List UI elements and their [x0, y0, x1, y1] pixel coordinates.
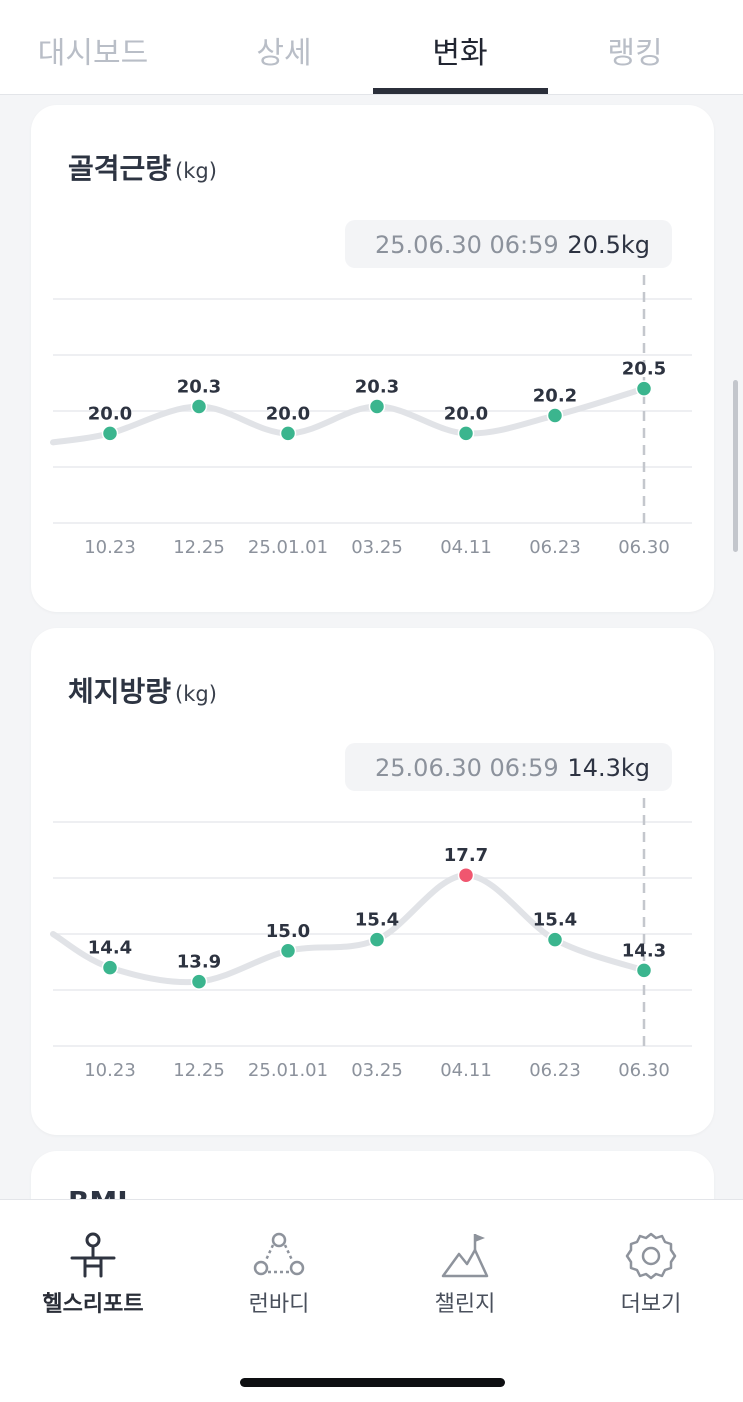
bottom-nav-bar: 헬스리포트 런바디 챌린지 더보기 — [0, 1199, 743, 1402]
x-tick-label: 03.25 — [351, 537, 403, 558]
value-tooltip: 25.06.30 06:59 20.5kg — [345, 220, 672, 268]
scrollbar[interactable] — [733, 380, 738, 552]
data-point[interactable] — [190, 973, 208, 990]
home-indicator — [240, 1378, 505, 1387]
tooltip-date: 25.06.30 06:59 — [375, 754, 559, 782]
card-title-text: 골격근량 — [68, 152, 172, 185]
card-unit: (kg) — [175, 159, 217, 183]
data-point[interactable] — [368, 931, 386, 948]
tooltip-date: 25.06.30 06:59 — [375, 231, 559, 259]
health-report-icon — [70, 1232, 116, 1278]
data-label: 15.4 — [355, 910, 399, 931]
nav-more[interactable]: 더보기 — [558, 1228, 743, 1328]
data-point[interactable] — [457, 866, 475, 884]
x-tick-label: 06.30 — [618, 537, 670, 558]
data-label: 20.0 — [88, 403, 132, 424]
value-tooltip: 25.06.30 06:59 14.3kg — [345, 743, 672, 791]
data-point[interactable] — [101, 959, 119, 976]
x-tick-label: 25.01.01 — [248, 537, 328, 558]
top-tab-bar: 대시보드 상세 변화 랭킹 — [0, 0, 743, 95]
data-point[interactable] — [546, 931, 564, 948]
tab-dashboard[interactable]: 대시보드 — [37, 36, 149, 71]
x-tick-label: 12.25 — [173, 537, 225, 558]
data-label: 15.0 — [266, 921, 310, 942]
data-point[interactable] — [279, 425, 297, 442]
card-unit: (kg) — [175, 682, 217, 706]
skeletal-muscle-card: 골격근량 (kg) 25.06.30 06:59 20.5kg 20.0 20.3 20.… — [31, 105, 714, 612]
data-point[interactable] — [101, 425, 119, 442]
data-point[interactable] — [190, 398, 208, 415]
data-label: 15.4 — [533, 910, 577, 931]
data-point[interactable] — [635, 380, 653, 397]
card-title: 골격근량 (kg) — [68, 147, 217, 187]
data-point[interactable] — [457, 425, 475, 442]
data-point[interactable] — [635, 962, 653, 979]
data-label: 17.7 — [444, 845, 488, 866]
card-title: 체지방량 (kg) — [68, 670, 217, 710]
nav-challenge[interactable]: 챌린지 — [372, 1228, 558, 1328]
body-fat-card: 체지방량 (kg) 25.06.30 06:59 14.3kg 14.4 13.9 15.… — [31, 628, 714, 1135]
x-tick-label: 06.23 — [529, 537, 581, 558]
gear-icon — [625, 1232, 677, 1280]
tab-detail[interactable]: 상세 — [256, 36, 312, 71]
nav-label: 챌린지 — [434, 1292, 496, 1317]
nav-label: 더보기 — [620, 1292, 682, 1317]
tooltip-background — [345, 220, 672, 268]
card-title-text: 체지방량 — [68, 675, 172, 708]
data-label: 14.3 — [622, 940, 666, 961]
data-label: 20.5 — [622, 359, 666, 380]
x-tick-label: 12.25 — [173, 1060, 225, 1081]
data-label: 20.3 — [355, 377, 399, 398]
body-fat-chart[interactable]: 25.06.30 06:59 14.3kg 14.4 13.9 15.0 15.4 17.7… — [31, 628, 714, 1135]
x-tick-label: 06.30 — [618, 1060, 670, 1081]
x-tick-label: 25.01.01 — [248, 1060, 328, 1081]
tooltip-value: 20.5kg — [567, 231, 650, 259]
data-label: 20.0 — [266, 403, 310, 424]
x-tick-label: 10.23 — [84, 1060, 136, 1081]
nav-health-report[interactable]: 헬스리포트 — [0, 1228, 186, 1328]
data-point[interactable] — [546, 407, 564, 424]
tooltip-value: 14.3kg — [567, 754, 650, 782]
x-tick-label: 04.11 — [440, 1060, 492, 1081]
data-label: 20.3 — [177, 377, 221, 398]
x-tick-label: 10.23 — [84, 537, 136, 558]
tooltip-background — [345, 743, 672, 791]
x-tick-label: 04.11 — [440, 537, 492, 558]
x-tick-label: 06.23 — [529, 1060, 581, 1081]
nav-label: 헬스리포트 — [42, 1292, 144, 1317]
challenge-flag-icon — [441, 1234, 489, 1278]
x-tick-label: 03.25 — [351, 1060, 403, 1081]
skeletal-muscle-chart[interactable]: 25.06.30 06:59 20.5kg 20.0 20.3 20.0 20.3 20.0… — [31, 105, 714, 612]
tab-change[interactable]: 변화 — [432, 36, 488, 71]
nav-run-body[interactable]: 런바디 — [186, 1228, 372, 1328]
series-line — [50, 872, 647, 986]
tab-ranking[interactable]: 랭킹 — [607, 36, 663, 71]
data-point[interactable] — [368, 398, 386, 415]
data-label: 20.2 — [533, 385, 577, 406]
run-body-icon — [253, 1232, 305, 1276]
active-tab-indicator — [373, 88, 548, 94]
nav-label: 런바디 — [248, 1292, 310, 1317]
data-label: 13.9 — [177, 952, 221, 973]
data-label: 20.0 — [444, 403, 488, 424]
data-label: 14.4 — [88, 938, 132, 959]
data-point[interactable] — [279, 942, 297, 960]
